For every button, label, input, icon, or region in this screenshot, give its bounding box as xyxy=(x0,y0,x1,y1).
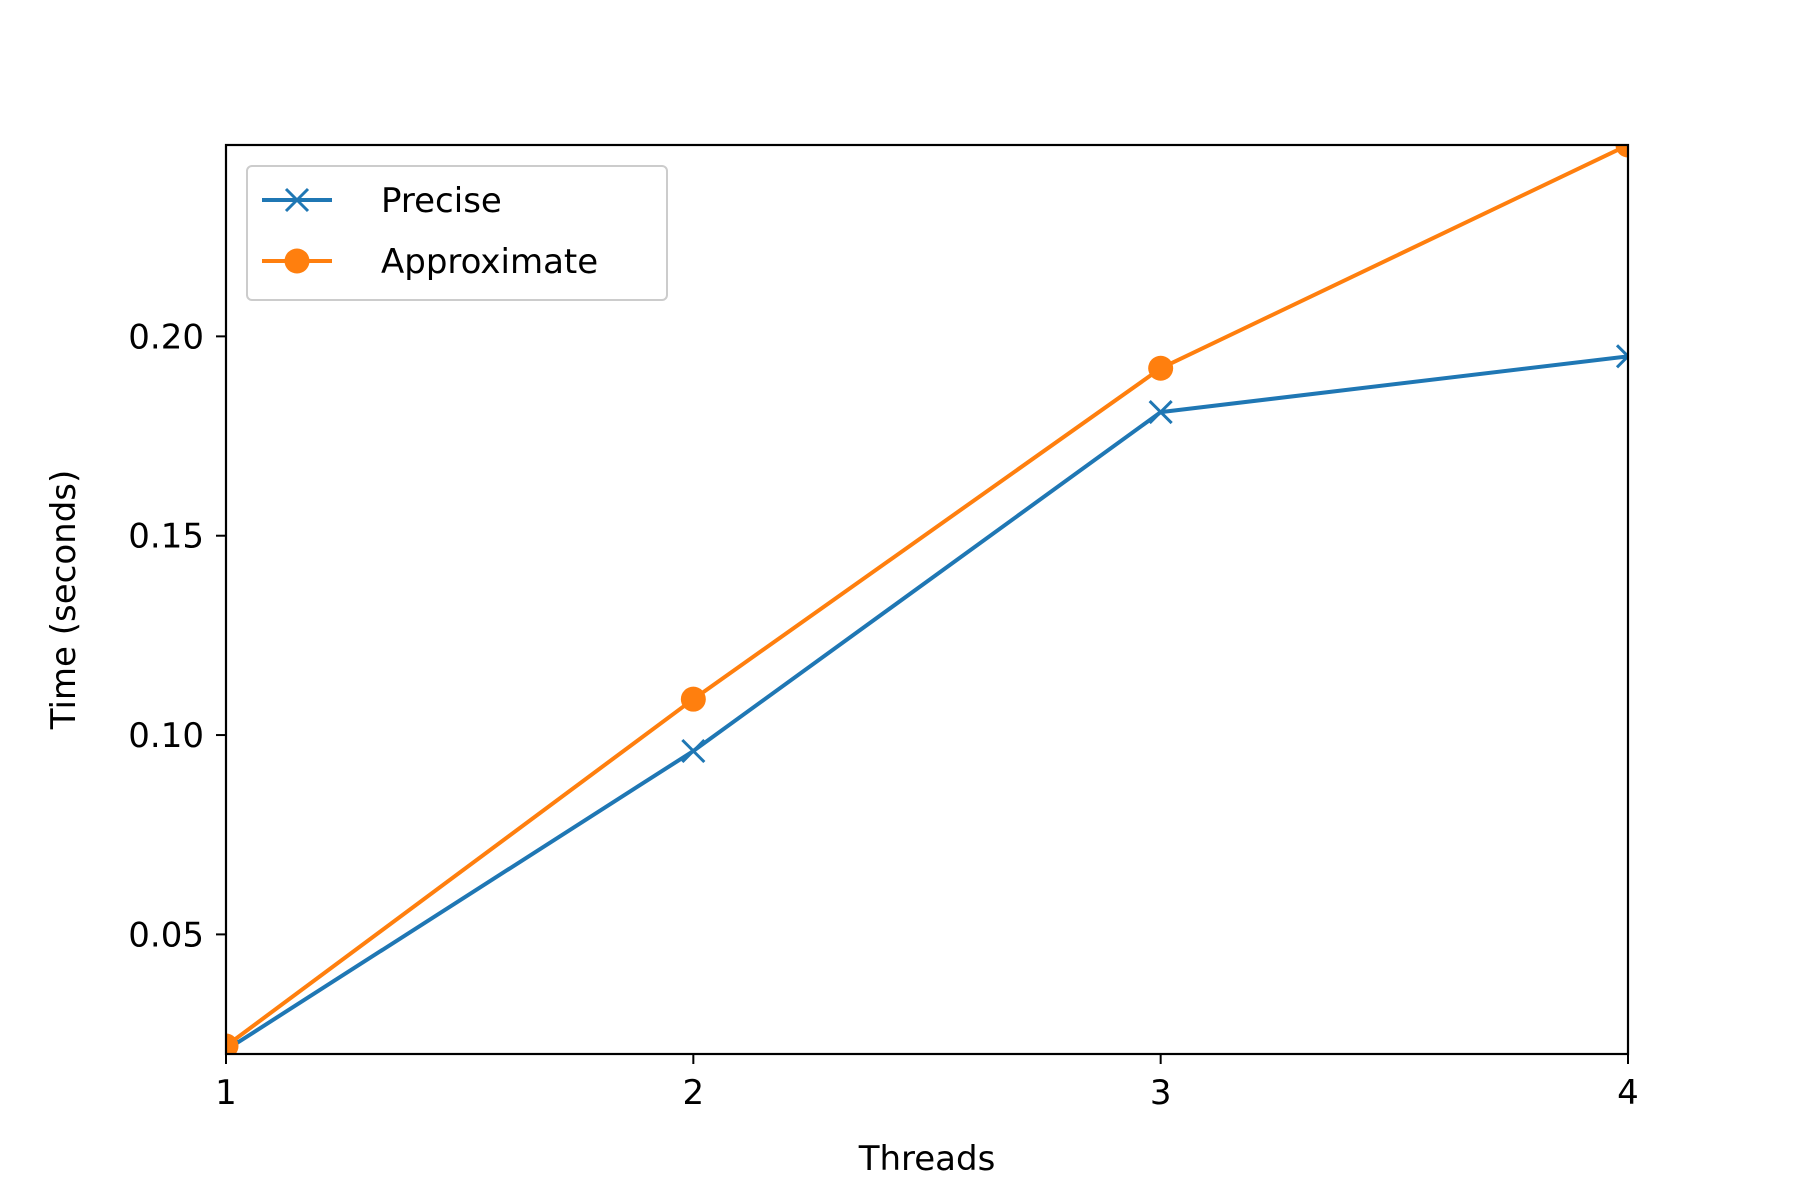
x-axis-label: Threads xyxy=(858,1139,996,1179)
legend-label: Approximate xyxy=(381,242,598,282)
x-tick-label: 3 xyxy=(1150,1073,1172,1113)
legend-label: Precise xyxy=(381,181,502,221)
plot-frame xyxy=(224,143,1630,1056)
legend: Precise Approximate xyxy=(246,165,668,301)
y-tick-label: 0.15 xyxy=(128,517,204,557)
legend-entry-approximate: Approximate xyxy=(262,242,598,282)
y-tick-label: 0.20 xyxy=(128,317,204,357)
series-approximate xyxy=(226,145,1628,1054)
legend-box xyxy=(246,165,668,301)
data-point-precise xyxy=(1615,344,1628,369)
y-tick-label: 0.10 xyxy=(128,716,204,756)
legend-marker xyxy=(284,187,310,213)
data-point-approximate xyxy=(1615,145,1628,158)
y-axis-label: Time (seconds) xyxy=(44,470,84,731)
y-axis: 0.05 0.10 0.15 0.20 xyxy=(128,317,226,955)
series-line-approximate xyxy=(226,145,1628,1048)
legend-marker xyxy=(284,248,310,274)
x-axis: 1 2 3 4 xyxy=(215,1054,1639,1113)
series-layer xyxy=(226,145,1628,1054)
x-tick-label: 4 xyxy=(1617,1073,1639,1113)
x-tick-label: 1 xyxy=(215,1073,237,1113)
y-tick-label: 0.05 xyxy=(128,915,204,955)
data-point-precise xyxy=(681,738,706,764)
data-point-approximate xyxy=(1148,355,1174,381)
series-line-precise xyxy=(226,354,1628,1052)
legend-entry-precise: Precise xyxy=(262,181,502,221)
data-point-approximate xyxy=(226,1033,239,1054)
data-point-approximate xyxy=(680,686,706,712)
x-tick-label: 2 xyxy=(683,1073,705,1113)
data-point-precise xyxy=(1148,400,1173,425)
